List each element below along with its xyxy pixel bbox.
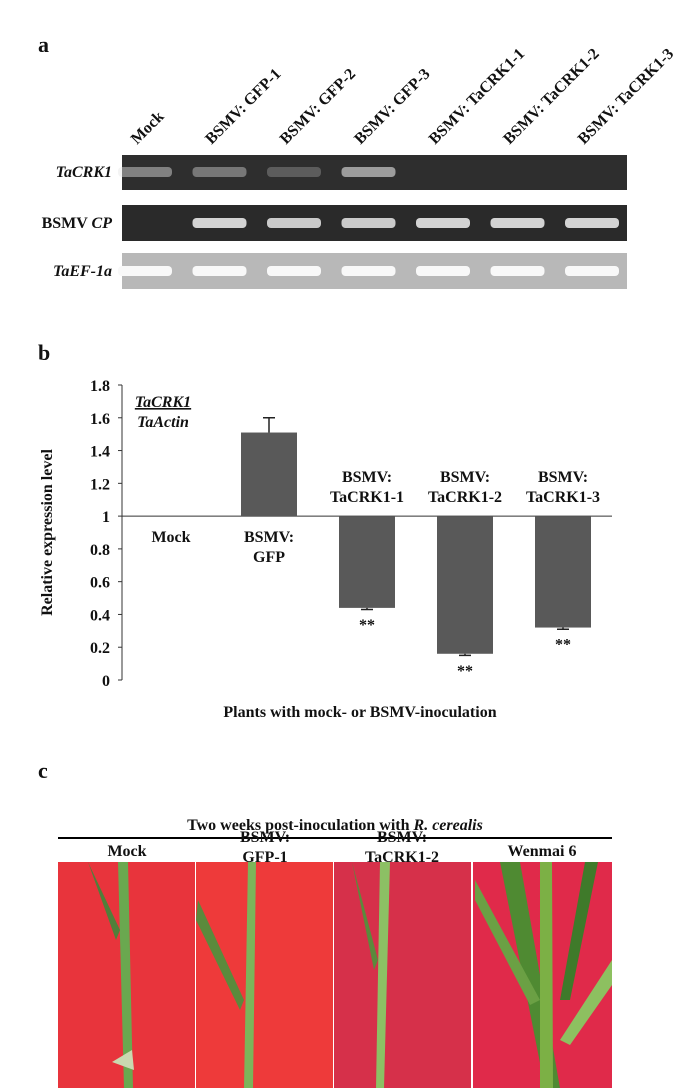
lane-label: BSMV: GFP-1 [202, 66, 284, 148]
gel-band [118, 167, 172, 177]
category-label: TaCRK1-1 [330, 489, 404, 506]
ratio-denominator: TaActin [137, 414, 189, 431]
y-tick-label: 1.2 [90, 476, 110, 493]
panel-label: b [38, 340, 50, 365]
column-label: BSMV: [240, 829, 290, 846]
category-label: GFP [253, 549, 285, 566]
y-tick-label: 1.4 [90, 444, 110, 461]
text-part: BSMV [42, 215, 92, 232]
category-label: BSMV: [342, 469, 392, 486]
panel-label: a [38, 32, 49, 57]
row-label: BSMV CP [42, 215, 113, 232]
significance: ** [555, 637, 571, 654]
error-bar [361, 607, 373, 611]
gel-band [267, 167, 321, 177]
gel-band [192, 167, 247, 177]
gel-band [565, 266, 619, 276]
column-label: Mock [107, 843, 146, 860]
text-part: CP [92, 215, 113, 232]
gel-band [118, 266, 172, 276]
significance: ** [457, 663, 473, 680]
gel-band [341, 266, 396, 276]
row-label: TaCRK1 [56, 164, 112, 181]
column-label: BSMV: [377, 829, 427, 846]
panel-title: Two weeks post-inoculation with R. cerea… [187, 817, 483, 834]
y-tick-label: 1.6 [90, 411, 110, 428]
photos [58, 862, 612, 1088]
gel-band [565, 218, 619, 228]
category-label: BSMV: [244, 529, 294, 546]
error-bar [557, 627, 569, 630]
significance: ** [359, 617, 375, 634]
y-axis-title: Relative expression level [39, 449, 56, 616]
error-bar [459, 653, 471, 657]
text-part: TaEF-1a [53, 263, 112, 280]
gel-band [341, 167, 396, 177]
error-bar [263, 417, 275, 433]
bar [241, 432, 297, 517]
category-label: BSMV: [440, 469, 490, 486]
gel-band [192, 218, 247, 228]
bar [339, 516, 395, 608]
y-tick-label: 0 [102, 673, 110, 690]
lane-label: BSMV: GFP-2 [277, 66, 359, 148]
bar [535, 516, 591, 628]
lane-label: Mock [128, 108, 168, 148]
text-part: R. cerealis [413, 817, 483, 834]
category-label: TaCRK1-2 [428, 489, 502, 506]
bar [437, 516, 493, 654]
panel-label: c [38, 758, 48, 783]
category-label: TaCRK1-3 [526, 489, 600, 506]
column-label: TaCRK1-2 [365, 849, 439, 866]
row-label: TaEF-1a [53, 263, 112, 280]
y-tick-label: 0.8 [90, 542, 110, 559]
text-part: TaCRK1 [56, 164, 112, 181]
gel-band [267, 218, 321, 228]
gel-band [267, 266, 321, 276]
gel-band [341, 218, 396, 228]
y-tick-label: 1 [102, 509, 110, 526]
text-part: Two weeks post-inoculation with [187, 817, 413, 834]
gel-band [490, 266, 545, 276]
x-axis-title: Plants with mock- or BSMV-inoculation [223, 704, 496, 721]
gel-band [192, 266, 247, 276]
gel-band [490, 218, 545, 228]
y-tick-label: 0.2 [90, 640, 110, 657]
lane-label: BSMV: GFP-3 [351, 66, 433, 148]
gel-band [416, 266, 470, 276]
y-tick-label: 0.4 [90, 607, 110, 624]
y-tick-label: 0.6 [90, 575, 110, 592]
column-label: Wenmai 6 [508, 843, 577, 860]
y-tick-label: 1.8 [90, 378, 110, 395]
category-label: BSMV: [538, 469, 588, 486]
column-label: GFP-1 [242, 849, 287, 866]
gel-band [416, 218, 470, 228]
ratio-numerator: TaCRK1 [135, 394, 191, 411]
category-label: Mock [151, 529, 190, 546]
